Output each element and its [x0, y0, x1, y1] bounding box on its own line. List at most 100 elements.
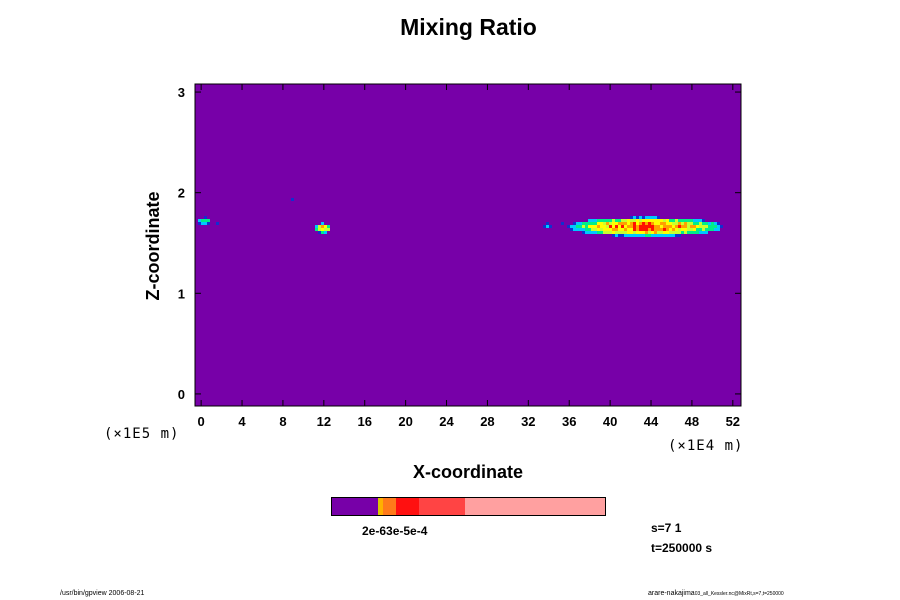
heatmap-cell [630, 219, 633, 222]
heatmap-cell [711, 228, 714, 231]
heatmap-cell [600, 225, 603, 228]
heatmap-cell [612, 219, 615, 222]
heatmap-cell [672, 234, 675, 237]
heatmap-cell [573, 228, 576, 231]
heatmap-cell [648, 228, 651, 231]
heatmap-cell [573, 225, 576, 228]
x-tick-label: 24 [439, 414, 454, 429]
heatmap-cell [576, 228, 579, 231]
x-axis: 0 4 8 12 16 20 24 28 32 36 40 44 48 52 [198, 84, 740, 429]
heatmap-cell [648, 225, 651, 228]
heatmap-cell [570, 228, 573, 231]
heatmap-cell [603, 219, 606, 222]
heatmap-cell [660, 219, 663, 222]
heatmap-cell [657, 234, 660, 237]
heatmap-cell [705, 222, 708, 225]
heatmap-cell [633, 231, 636, 234]
heatmap-cell [672, 222, 675, 225]
heatmap-cell [678, 234, 681, 237]
heatmap-cell [630, 225, 633, 228]
heatmap-cell [684, 228, 687, 231]
heatmap-cell [633, 234, 636, 237]
heatmap-cell [615, 234, 618, 237]
y-tick-label: 1 [178, 286, 185, 301]
heatmap-cell [612, 231, 615, 234]
x-tick-label: 28 [480, 414, 494, 429]
heatmap-cell [636, 231, 639, 234]
heatmap-cell [690, 222, 693, 225]
heatmap-cell [672, 219, 675, 222]
heatmap-cell [606, 231, 609, 234]
plot-frame [194, 83, 742, 407]
heatmap-cell [327, 225, 330, 228]
heatmap-cell [594, 231, 597, 234]
heatmap-cell [324, 231, 327, 234]
heatmap-cell [618, 222, 621, 225]
heatmap-cell [675, 228, 678, 231]
heatmap-cell [675, 231, 678, 234]
heatmap-cell [639, 231, 642, 234]
chart-title: Mixing Ratio [400, 14, 537, 40]
heatmap-cell [582, 225, 585, 228]
heatmap-cell [651, 228, 654, 231]
heatmap-cell [639, 216, 642, 219]
heatmap-cell [618, 225, 621, 228]
x-tick-label: 0 [198, 414, 205, 429]
heatmap-cell [204, 219, 207, 222]
heatmap-cell [585, 222, 588, 225]
heatmap-cell [654, 234, 657, 237]
heatmap-cell [678, 222, 681, 225]
heatmap-cell [693, 228, 696, 231]
heatmap-cell [642, 216, 645, 219]
heatmap-cell [591, 231, 594, 234]
heatmap-cell [321, 231, 324, 234]
heatmap-cell [201, 216, 204, 219]
heatmap-cell [645, 216, 648, 219]
heatmap-cell [600, 222, 603, 225]
heatmap-cell [648, 216, 651, 219]
heatmap-cell [711, 222, 714, 225]
heatmap-cell [597, 225, 600, 228]
heatmap-cell [636, 228, 639, 231]
heatmap-cell [624, 225, 627, 228]
heatmap-cell [663, 222, 666, 225]
heatmap-cell [654, 216, 657, 219]
heatmap-cell [678, 231, 681, 234]
heatmap-cell [600, 231, 603, 234]
heatmap-cell [645, 222, 648, 225]
heatmap-field [195, 84, 741, 406]
heatmap-cell [687, 222, 690, 225]
heatmap-cell [693, 225, 696, 228]
heatmap-cell [651, 219, 654, 222]
heatmap-cell [636, 219, 639, 222]
heatmap-cell [705, 231, 708, 234]
colorbar [331, 497, 606, 516]
heatmap-cell [609, 219, 612, 222]
heatmap-cell [201, 219, 204, 222]
heatmap-cell [546, 222, 549, 225]
colorbar-segment [332, 498, 379, 515]
heatmap-cell [204, 216, 207, 219]
heatmap-cell [207, 222, 210, 225]
heatmap-cell [666, 222, 669, 225]
heatmap-cell [717, 225, 720, 228]
heatmap-cell [684, 231, 687, 234]
heatmap-cell [651, 216, 654, 219]
heatmap-cell [615, 225, 618, 228]
heatmap-cell [696, 222, 699, 225]
heatmap-cell [696, 231, 699, 234]
x-tick-label: 52 [726, 414, 740, 429]
heatmap-cell [678, 225, 681, 228]
heatmap-cell [636, 216, 639, 219]
heatmap-cell [627, 219, 630, 222]
heatmap-cell [648, 231, 651, 234]
heatmap-cell [663, 225, 666, 228]
heatmap-cell [585, 231, 588, 234]
heatmap-cell [588, 225, 591, 228]
heatmap-cell [714, 228, 717, 231]
heatmap-cell [660, 231, 663, 234]
x-tick-label: 32 [521, 414, 535, 429]
heatmap-cell [699, 231, 702, 234]
x-axis-title: X-coordinate [413, 462, 523, 482]
heatmap-cell [702, 231, 705, 234]
